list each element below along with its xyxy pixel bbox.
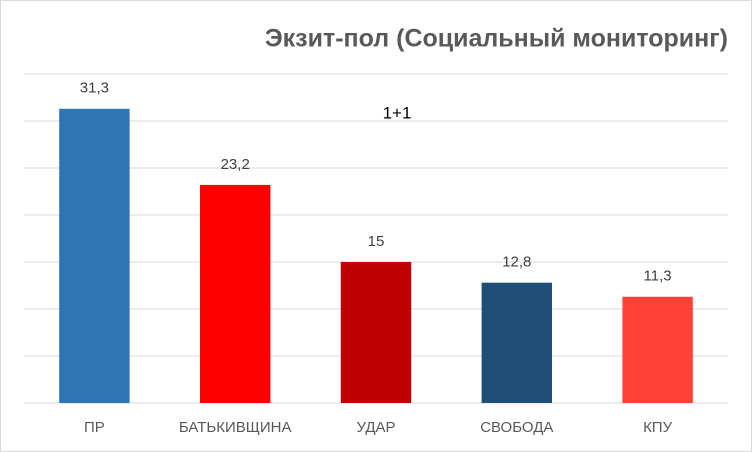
data-label: 23,2 bbox=[221, 156, 250, 173]
x-tick-label: БАТЬКИВЩИНА bbox=[179, 419, 292, 436]
chart-title: Экзит-пол (Социальный мониторинг) bbox=[265, 25, 728, 53]
annotation: 1+1 bbox=[383, 103, 412, 122]
data-label: 11,3 bbox=[644, 268, 672, 285]
x-tick-label: КПУ bbox=[643, 419, 673, 436]
bar bbox=[622, 296, 693, 403]
x-tick-label: ПР bbox=[84, 419, 105, 436]
data-label: 15 bbox=[368, 233, 385, 250]
bar bbox=[200, 184, 271, 403]
data-label: 31,3 bbox=[80, 80, 109, 97]
data-label: 12,8 bbox=[502, 254, 531, 271]
x-tick-label: СВОБОДА bbox=[480, 419, 553, 436]
bar bbox=[59, 108, 130, 403]
x-tick-label: УДАР bbox=[356, 419, 395, 436]
bar bbox=[481, 282, 552, 403]
bar bbox=[340, 262, 412, 403]
